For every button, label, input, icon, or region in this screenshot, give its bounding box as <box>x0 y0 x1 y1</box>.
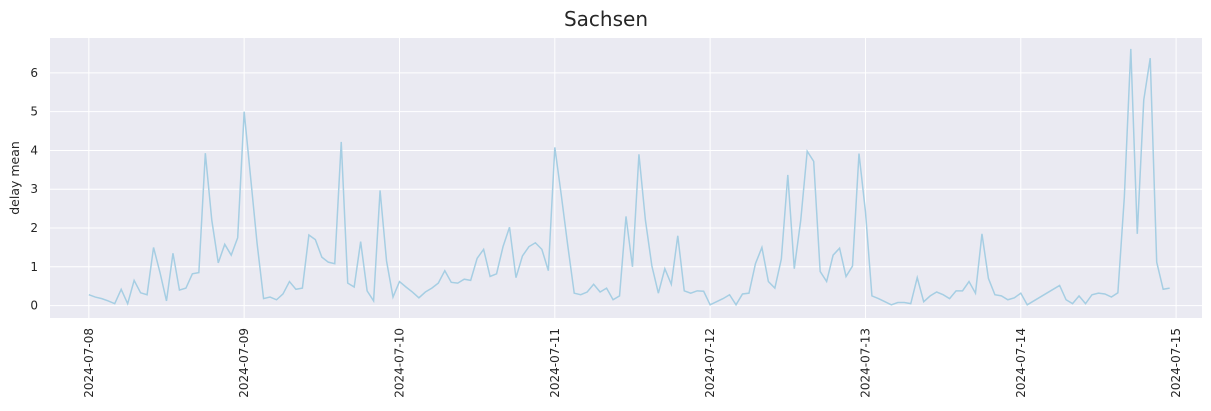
x-tick-label: 2024-07-15 <box>1169 328 1183 398</box>
y-tick-label: 1 <box>30 260 38 274</box>
series-line <box>88 48 1170 307</box>
x-axis: 2024-07-08 2024-07-09 2024-07-10 2024-07-11… <box>82 328 1183 398</box>
x-tick-label: 2024-07-13 <box>858 328 872 398</box>
y-tick-label: 4 <box>30 143 38 157</box>
y-tick-label: 3 <box>30 182 38 196</box>
x-tick-label: 2024-07-11 <box>548 328 562 398</box>
x-tick-label: 2024-07-12 <box>703 328 717 398</box>
y-axis-label: delay mean <box>7 141 22 215</box>
x-tick-label: 2024-07-14 <box>1014 328 1028 398</box>
y-tick-label: 0 <box>30 299 38 313</box>
plot-area <box>50 38 1202 318</box>
x-tick-label: 2024-07-08 <box>82 328 96 398</box>
grid-lines <box>50 38 1202 318</box>
y-tick-label: 6 <box>30 66 38 80</box>
y-tick-label: 5 <box>30 105 38 119</box>
y-axis: 0 1 2 3 4 5 6 <box>30 66 38 313</box>
chart-title: Sachsen <box>564 7 648 31</box>
y-tick-label: 2 <box>30 221 38 235</box>
x-tick-label: 2024-07-10 <box>392 328 406 398</box>
x-tick-label: 2024-07-09 <box>237 328 251 398</box>
